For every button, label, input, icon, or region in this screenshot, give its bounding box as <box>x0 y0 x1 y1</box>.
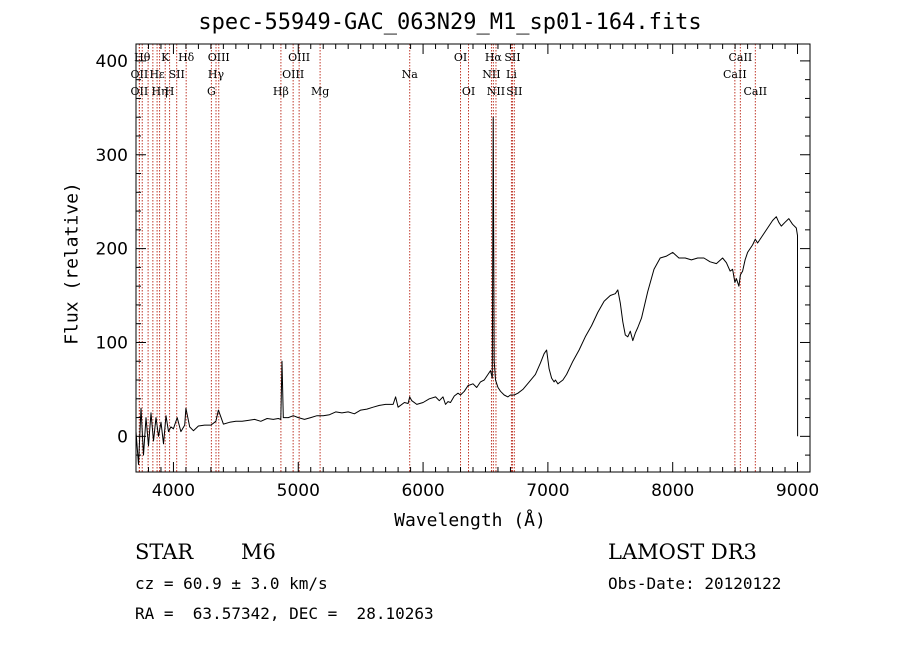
line-label: SII <box>504 51 520 64</box>
line-label: Hα <box>485 51 503 64</box>
line-label: H <box>165 85 175 98</box>
line-label: G <box>207 85 216 98</box>
line-label: Hθ <box>134 51 151 64</box>
chart-title: spec-55949-GAC_063N29_M1_sp01-164.fits <box>198 10 702 35</box>
x-tick-label: 9000 <box>776 481 819 501</box>
line-label: CaII <box>723 68 747 81</box>
line-label: SII <box>169 68 185 81</box>
line-label: Hε <box>149 68 165 81</box>
y-tick-label: 100 <box>96 333 128 353</box>
line-label: OII <box>131 85 149 98</box>
line-label: NII <box>482 68 500 81</box>
line-label: Na <box>402 68 419 81</box>
x-tick-label: 6000 <box>401 481 444 501</box>
line-label: K <box>161 51 170 64</box>
survey-label: LAMOST DR3 <box>608 540 757 564</box>
line-label: OIII <box>288 51 310 64</box>
line-label: NII <box>487 85 505 98</box>
x-tick-label: 8000 <box>651 481 694 501</box>
y-tick-label: 0 <box>117 427 128 447</box>
obs-date-text: Obs-Date: 20120122 <box>608 574 782 593</box>
subclass-label: M6 <box>241 540 276 564</box>
line-label: OII <box>131 68 149 81</box>
x-tick-label: 4000 <box>152 481 195 501</box>
redshift-text: cz = 60.9 ± 3.0 km/s <box>135 574 328 593</box>
plot-frame <box>135 43 811 473</box>
y-axis-label: Flux (relative) <box>61 182 83 345</box>
x-tick-label: 5000 <box>277 481 320 501</box>
line-label: Hγ <box>208 68 225 81</box>
x-axis-label: Wavelength (Å) <box>394 510 546 531</box>
line-label: Mg <box>311 85 329 98</box>
y-tick-label: 300 <box>96 146 128 166</box>
line-label: OIII <box>282 68 304 81</box>
y-tick-label: 200 <box>96 240 128 260</box>
line-label: Hη <box>151 85 167 98</box>
spectrum-line <box>135 116 799 465</box>
x-tick-label: 7000 <box>526 481 569 501</box>
line-label: SII <box>506 85 522 98</box>
line-label: Hδ <box>178 51 195 64</box>
line-label: CaII <box>743 85 767 98</box>
spectrum-series <box>135 116 799 465</box>
line-label: Li <box>506 68 517 81</box>
class-label: STAR <box>135 540 194 564</box>
y-tick-label: 400 <box>96 52 128 72</box>
line-label: Hβ <box>273 85 289 98</box>
emission-line-markers <box>138 44 756 472</box>
line-label: OI <box>462 85 475 98</box>
plot-axes: 4000 5000 6000 7000 8000 9000 0 100 200 300 400 <box>96 43 819 501</box>
line-label: CaII <box>729 51 753 64</box>
ra-dec-text: RA = 63.57342, DEC = 28.10263 <box>135 604 434 623</box>
line-label: OI <box>454 51 467 64</box>
line-label: OIII <box>208 51 230 64</box>
